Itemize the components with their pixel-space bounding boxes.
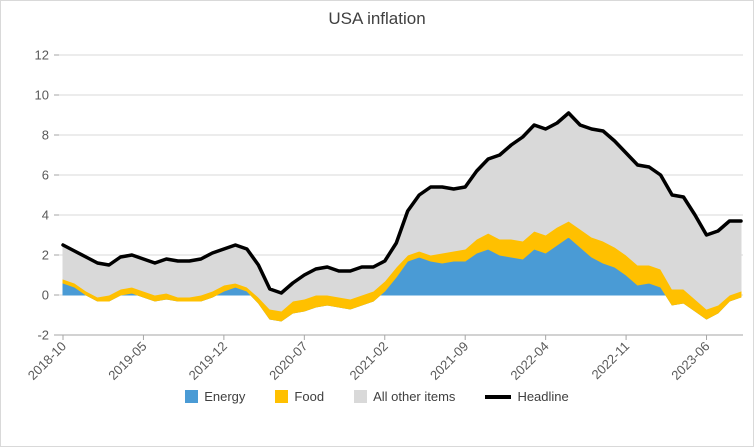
legend-item-headline: Headline xyxy=(485,389,569,404)
y-axis-label-8: 8 xyxy=(42,128,49,143)
energy-swatch-icon xyxy=(185,390,199,403)
y-axis-label-12: 12 xyxy=(35,48,49,63)
x-axis-label-2018-10: 2018-10 xyxy=(25,339,69,383)
x-axis-label-2021-02: 2021-02 xyxy=(347,339,391,383)
legend-label-all-other-items: All other items xyxy=(373,389,456,404)
y-axis-label-4: 4 xyxy=(42,208,49,223)
plot-area: -2 0 2 4 6 8 10 12 2018-10 2019-05 2019-12 2020-07 2… xyxy=(25,48,743,383)
all-other-items-swatch-icon xyxy=(354,390,368,403)
y-axis-label--2: -2 xyxy=(37,328,49,343)
legend: Energy Food All other items Headline xyxy=(1,389,753,404)
x-axis-label-2019-12: 2019-12 xyxy=(186,339,230,383)
headline-line xyxy=(61,111,743,295)
legend-item-food: Food xyxy=(275,389,324,404)
x-axis-label-2020-07: 2020-07 xyxy=(266,339,310,383)
legend-label-energy: Energy xyxy=(204,389,246,404)
legend-label-headline: Headline xyxy=(517,389,569,404)
legend-item-energy: Energy xyxy=(185,389,245,404)
y-axis-label-6: 6 xyxy=(42,168,49,183)
y-axis-label-0: 0 xyxy=(42,288,49,303)
headline-line-swatch-icon xyxy=(485,394,512,399)
legend-item-all-other-items: All other items xyxy=(354,389,455,404)
x-axis-label-2021-09: 2021-09 xyxy=(427,339,471,383)
x-axis-label-2023-06: 2023-06 xyxy=(668,339,712,383)
x-axis-label-2022-04: 2022-04 xyxy=(507,339,551,383)
y-axis-label-10: 10 xyxy=(35,88,49,103)
x-axis-label-2022-11: 2022-11 xyxy=(589,339,633,383)
legend-label-food: Food xyxy=(294,389,325,404)
x-axis-label-2019-05: 2019-05 xyxy=(105,339,149,383)
food-swatch-icon xyxy=(275,390,289,403)
chart-title: USA inflation xyxy=(328,9,426,28)
y-axis-label-2: 2 xyxy=(42,248,49,263)
